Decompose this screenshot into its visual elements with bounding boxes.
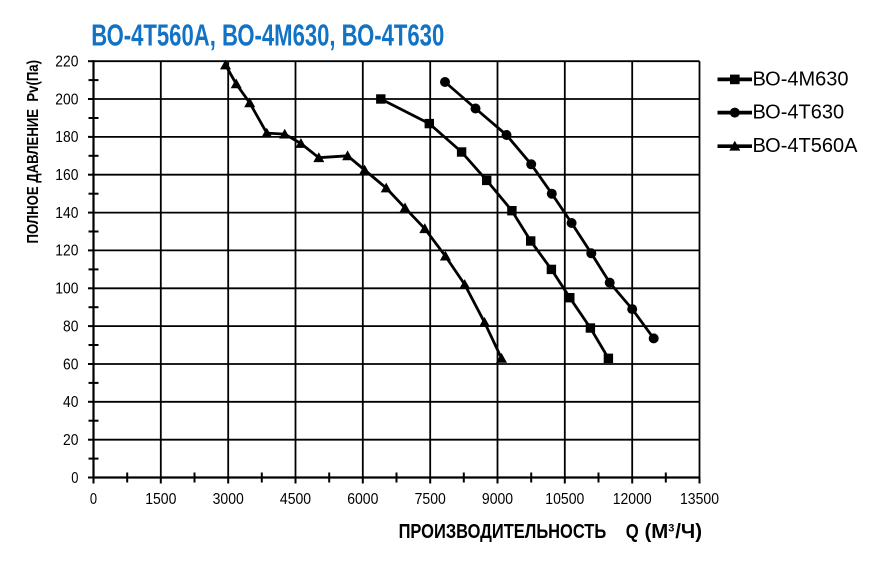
svg-text:0: 0 <box>90 491 97 508</box>
svg-text:ПРОИЗВОДИТЕЛЬНОСТЬ: ПРОИЗВОДИТЕЛЬНОСТЬ <box>399 521 607 543</box>
svg-text:140: 140 <box>55 205 78 222</box>
svg-text:120: 120 <box>55 243 78 260</box>
svg-text:ВО-4Т560А: ВО-4Т560А <box>753 135 859 157</box>
svg-text:ВО-4М630: ВО-4М630 <box>753 68 849 90</box>
svg-text:60: 60 <box>63 356 78 373</box>
svg-text:40: 40 <box>63 394 78 411</box>
svg-text:6000: 6000 <box>347 491 378 508</box>
svg-text:200: 200 <box>55 91 78 108</box>
svg-text:20: 20 <box>63 432 78 449</box>
svg-text:10500: 10500 <box>545 491 584 508</box>
svg-text:0: 0 <box>71 470 78 487</box>
svg-text:3000: 3000 <box>213 491 244 508</box>
svg-text:100: 100 <box>55 281 78 298</box>
svg-text:220: 220 <box>55 54 78 71</box>
svg-text:7500: 7500 <box>415 491 446 508</box>
svg-text:12000: 12000 <box>613 491 652 508</box>
svg-text:1500: 1500 <box>145 491 176 508</box>
svg-text:(М3/Ч): (М3/Ч) <box>645 521 703 543</box>
svg-text:ВО-4Т560А, ВО-4М630, ВО-4Т630: ВО-4Т560А, ВО-4М630, ВО-4Т630 <box>91 18 444 52</box>
svg-text:9000: 9000 <box>482 491 513 508</box>
svg-text:Q: Q <box>626 521 639 543</box>
svg-text:ВО-4Т630: ВО-4Т630 <box>753 102 845 124</box>
svg-text:80: 80 <box>63 318 78 335</box>
svg-text:180: 180 <box>55 129 78 146</box>
svg-text:ПОЛНОЕ ДАВЛЕНИЕ Pv(Па): ПОЛНОЕ ДАВЛЕНИЕ Pv(Па) <box>25 60 42 244</box>
svg-text:13500: 13500 <box>680 491 719 508</box>
svg-text:160: 160 <box>55 167 78 184</box>
svg-text:4500: 4500 <box>280 491 311 508</box>
